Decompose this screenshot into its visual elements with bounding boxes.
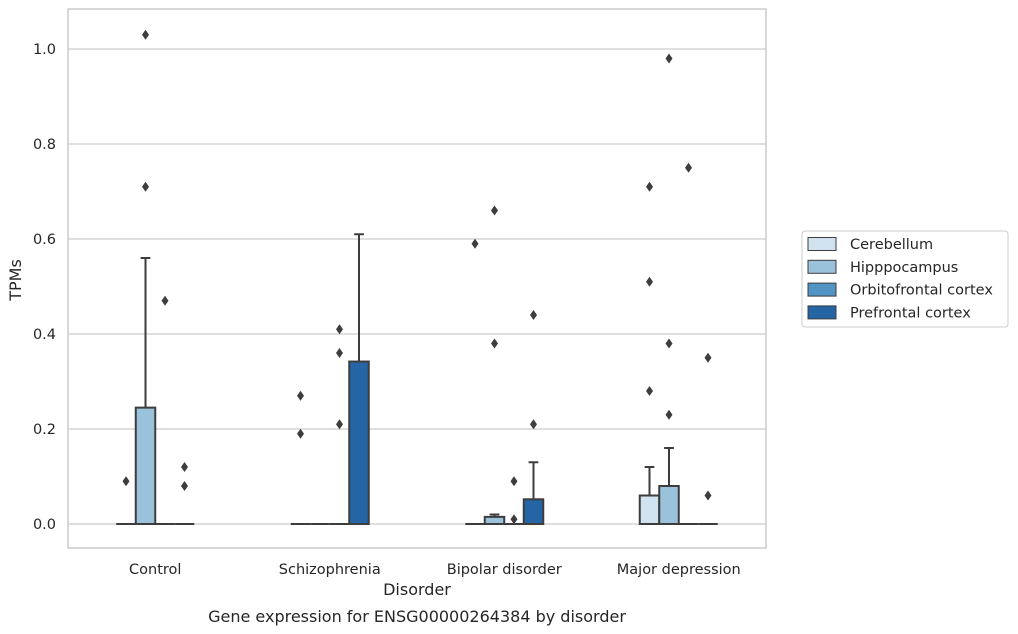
- x-tick-label: Schizophrenia: [279, 562, 381, 578]
- outlier-point: [665, 409, 673, 420]
- outlier-point: [471, 238, 479, 249]
- box-body: [658, 485, 680, 525]
- outlier-point: [181, 462, 188, 472]
- legend-swatch: [807, 259, 837, 274]
- x-axis-title: Disorder: [383, 580, 451, 599]
- outlier-point: [665, 53, 673, 64]
- y-tick-label: 0.2: [33, 422, 56, 438]
- box-body: [522, 498, 545, 525]
- y-tick-labels: 0.0 0.2 0.4 0.6 0.8 1.0: [33, 42, 56, 533]
- outlier-point: [510, 476, 518, 487]
- x-tick-label: Control: [129, 562, 181, 578]
- box-body: [638, 494, 661, 525]
- box: [134, 257, 157, 525]
- y-tick-label: 0.0: [33, 517, 56, 533]
- outlier-point: [161, 295, 169, 306]
- box-body: [348, 360, 370, 525]
- x-tick-label: Bipolar disorder: [447, 562, 562, 578]
- outlier-point: [336, 324, 343, 335]
- outlier-point: [510, 514, 518, 525]
- box: [348, 233, 370, 525]
- y-tick-label: 0.6: [33, 232, 56, 248]
- x-tick-labels: Control Schizophrenia Bipolar disorder Majo…: [129, 562, 741, 578]
- legend-label: Orbitofrontal cortex: [850, 283, 993, 299]
- outlier-point: [685, 162, 692, 173]
- outlier-point: [491, 205, 498, 216]
- legend-swatch: [807, 305, 837, 320]
- legend-label: Prefrontal cortex: [850, 305, 971, 321]
- box-body: [134, 406, 157, 525]
- y-tick-label: 0.8: [33, 137, 56, 153]
- outlier-point: [122, 476, 130, 487]
- x-tick-label: Major depression: [617, 562, 741, 578]
- outlier-point: [704, 352, 712, 363]
- outlier-point: [530, 310, 537, 320]
- outlier-point: [142, 181, 149, 192]
- outlier-point: [336, 348, 343, 358]
- plot-frame: [67, 8, 767, 549]
- outlier-point: [491, 338, 498, 349]
- outlier-point: [704, 490, 712, 501]
- box: [483, 513, 506, 525]
- box-body: [483, 515, 506, 525]
- legend-label: Cerebellum: [850, 237, 933, 253]
- gridlines: [68, 48, 766, 525]
- outlier-point: [665, 338, 673, 349]
- outlier-point: [297, 390, 304, 401]
- outlier-point: [181, 481, 188, 491]
- legend-swatch: [807, 237, 837, 251]
- legend-swatch: [807, 282, 837, 297]
- y-tick-label: 0.4: [33, 327, 56, 343]
- y-tick-label: 1.0: [33, 42, 56, 58]
- boxes: [116, 233, 718, 525]
- outlier-point: [646, 181, 653, 192]
- box: [658, 447, 680, 525]
- box: [638, 466, 661, 525]
- outlier-point: [646, 386, 653, 396]
- legend-label: Hipppocampus: [850, 260, 958, 276]
- y-axis-title: TPMs: [6, 259, 25, 302]
- outlier-point: [646, 276, 653, 287]
- outliers: [122, 29, 712, 525]
- legend-frame: [801, 230, 1009, 328]
- outlier-point: [142, 29, 149, 40]
- legend: Cerebellum Hipppocampus Orbitofrontal cort…: [801, 230, 1009, 328]
- chart-caption: Gene expression for ENSG00000264384 by d…: [208, 607, 626, 626]
- outlier-point: [336, 419, 343, 430]
- box: [522, 461, 545, 525]
- outlier-point: [297, 428, 304, 439]
- outlier-point: [530, 419, 537, 430]
